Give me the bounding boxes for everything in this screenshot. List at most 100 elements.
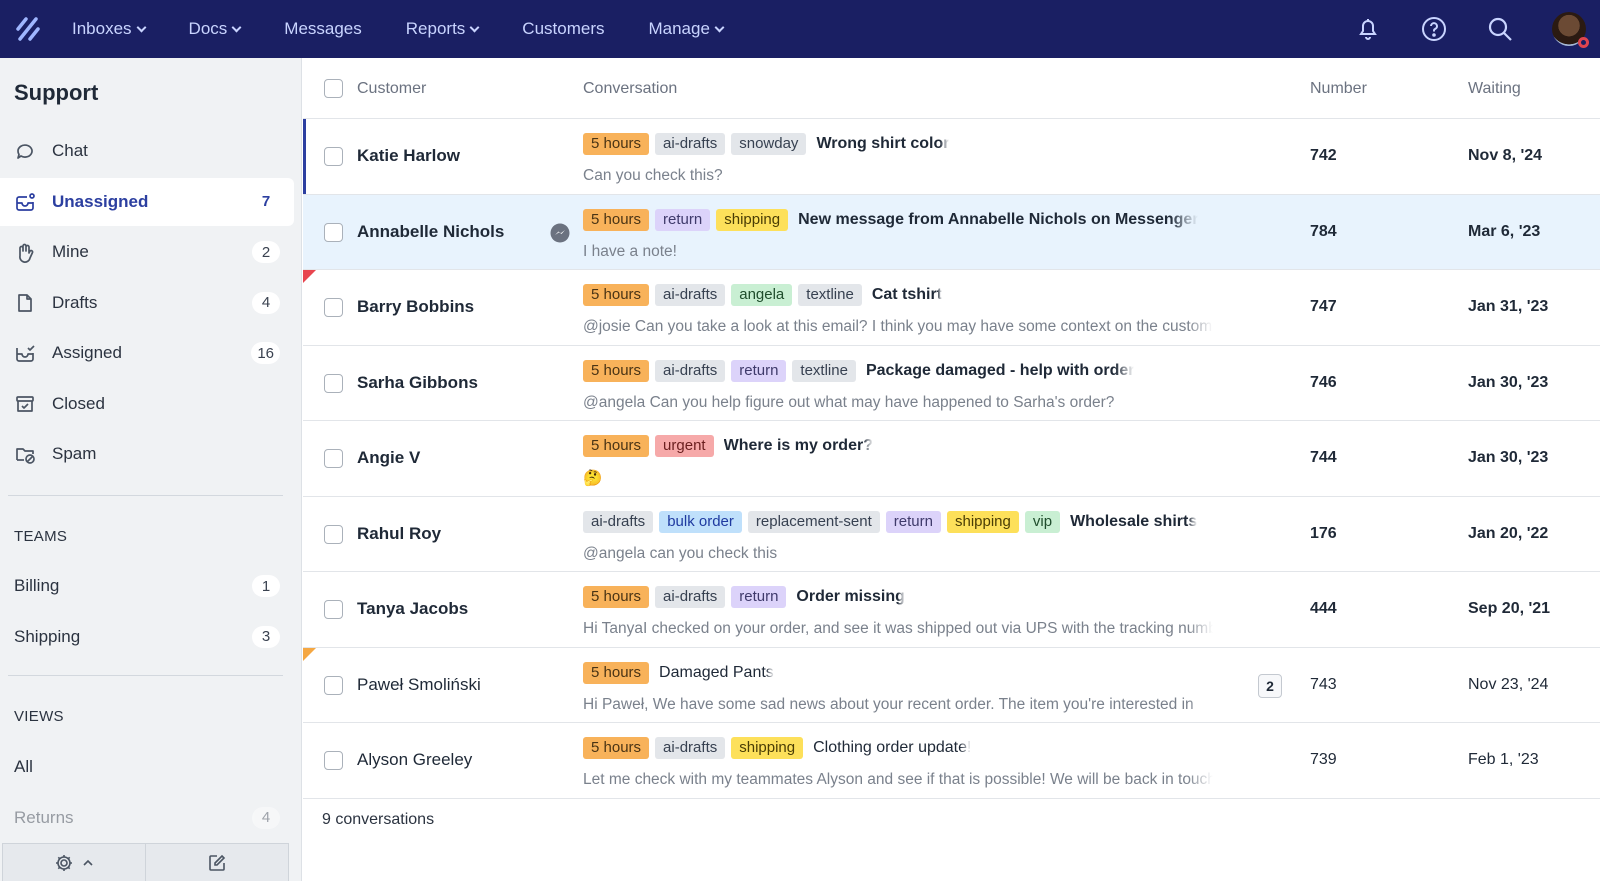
search-icon[interactable]	[1486, 15, 1514, 43]
sidebar-item-shipping[interactable]: Shipping 3	[0, 613, 294, 661]
tag[interactable]: 5 hours	[583, 133, 650, 155]
top-nav: Inboxes Docs Messages Reports Customers Manag…	[0, 0, 1600, 58]
logo-icon[interactable]	[14, 15, 42, 43]
bell-icon[interactable]	[1354, 15, 1382, 43]
sidebar-item-count: 1	[252, 575, 280, 597]
sidebar-item-unassigned[interactable]: Unassigned 7	[0, 177, 294, 226]
conversation-preview: @angela Can you help figure out what may…	[583, 393, 1115, 411]
row-checkbox[interactable]	[324, 147, 343, 166]
customer-name: Sarha Gibbons	[357, 372, 478, 392]
tag[interactable]: textline	[792, 359, 856, 382]
mailbox-title: Support	[14, 80, 99, 105]
tag[interactable]: 5 hours	[583, 586, 650, 608]
tag[interactable]: ai-drafts	[655, 737, 726, 759]
sidebar-item-mine[interactable]: Mine 2	[0, 228, 294, 276]
row-checkbox[interactable]	[324, 449, 343, 468]
table-row[interactable]: Angie V 5 hours urgent Where is my order? 🤔 7…	[303, 421, 1600, 497]
tag[interactable]: 5 hours	[583, 435, 650, 457]
column-conversation[interactable]: Conversation	[583, 80, 678, 97]
row-checkbox[interactable]	[324, 373, 343, 393]
sidebar-item-closed[interactable]: Closed	[0, 380, 294, 428]
thread-count-badge: 2	[1258, 673, 1282, 698]
tag[interactable]: shipping	[946, 510, 1019, 533]
nav-customers[interactable]: Customers	[522, 19, 604, 39]
tag[interactable]: shipping	[716, 208, 789, 231]
tag[interactable]: 5 hours	[583, 359, 650, 382]
spam-icon	[16, 448, 35, 464]
row-checkbox[interactable]	[324, 600, 343, 619]
column-waiting[interactable]: Waiting	[1468, 80, 1521, 97]
tag[interactable]: urgent	[655, 435, 714, 457]
tag[interactable]: vip	[1024, 510, 1061, 533]
tag[interactable]: return	[885, 510, 941, 533]
tag[interactable]: textline	[798, 284, 862, 306]
nav-manage[interactable]: Manage	[648, 19, 725, 39]
sidebar-item-returns[interactable]: Returns 4	[0, 794, 294, 842]
tag[interactable]: bulk order	[659, 510, 742, 533]
conversation-preview: 🤔	[583, 470, 603, 487]
row-checkbox[interactable]	[324, 675, 343, 695]
nav-reports[interactable]: Reports	[406, 19, 480, 39]
conversation-number: 784	[1310, 222, 1337, 240]
tag[interactable]: return	[731, 586, 787, 608]
table-row[interactable]: Annabelle Nichols 5 hours return shipping Ne…	[303, 194, 1600, 270]
tag[interactable]: 5 hours	[583, 737, 650, 759]
table-row[interactable]: Rahul Roy ai-drafts bulk order replacement-…	[303, 497, 1600, 572]
sidebar-item-label: Assigned	[52, 343, 122, 362]
conversation-number: 444	[1310, 600, 1337, 617]
settings-button[interactable]	[3, 844, 145, 881]
conversation-preview: Hi Paweł, We have some sad news about yo…	[583, 695, 1194, 713]
sidebar-item-assigned[interactable]: Assigned 16	[0, 329, 294, 377]
conversation-subject: Package damaged - help with order	[865, 361, 1135, 379]
waiting-since: Sep 20, '21	[1468, 600, 1551, 617]
sidebar-item-count: 4	[252, 291, 280, 314]
tag[interactable]: ai-drafts	[655, 359, 726, 382]
sidebar-item-billing[interactable]: Billing 1	[0, 562, 294, 610]
conversation-preview: I have a note!	[583, 242, 677, 260]
tag[interactable]: ai-drafts	[655, 133, 726, 155]
chevron-down-icon	[469, 22, 480, 32]
tag[interactable]: return	[655, 208, 711, 231]
tag[interactable]: shipping	[731, 737, 804, 759]
tag[interactable]: return	[731, 359, 787, 382]
waiting-since: Nov 8, '24	[1468, 147, 1543, 164]
nav-label: Messages	[284, 19, 362, 38]
nav-docs[interactable]: Docs	[189, 19, 242, 39]
tag[interactable]: angela	[731, 284, 793, 306]
tag[interactable]: 5 hours	[583, 208, 650, 231]
tag-line: ai-drafts bulk order replacement-sent retur…	[583, 510, 1513, 533]
nav-messages[interactable]: Messages	[284, 19, 361, 39]
tag[interactable]: ai-drafts	[583, 510, 654, 533]
sidebar-item-drafts[interactable]: Drafts 4	[0, 279, 294, 327]
table-row[interactable]: Tanya Jacobs 5 hours ai-drafts return Order …	[303, 572, 1600, 648]
column-number[interactable]: Number	[1310, 80, 1367, 97]
conversation-number: 744	[1310, 449, 1337, 466]
row-checkbox[interactable]	[324, 298, 343, 317]
tag[interactable]: ai-drafts	[655, 586, 726, 608]
table-row[interactable]: Paweł Smoliński 5 hours Damaged Pants Hi Pa…	[303, 647, 1600, 723]
column-customer[interactable]: Customer	[357, 80, 427, 97]
table-row[interactable]: Katie Harlow 5 hours ai-drafts snowday Wrong…	[303, 119, 1600, 195]
avatar[interactable]	[1552, 12, 1589, 48]
tag[interactable]: 5 hours	[583, 661, 650, 684]
tag[interactable]: snowday	[731, 133, 807, 155]
select-all-checkbox[interactable]	[324, 79, 343, 98]
conversation-subject: Cat tshirt	[871, 286, 943, 303]
compose-button[interactable]	[145, 844, 288, 881]
row-checkbox[interactable]	[324, 524, 343, 544]
sidebar-item-all[interactable]: All	[0, 743, 294, 791]
table-row[interactable]: Barry Bobbins 5 hours ai-drafts angela textl…	[303, 270, 1600, 346]
sidebar-item-chat[interactable]: Chat	[0, 127, 294, 175]
tag[interactable]: 5 hours	[583, 284, 650, 306]
tag[interactable]: replacement-sent	[747, 510, 880, 533]
nav-inboxes[interactable]: Inboxes	[72, 19, 146, 39]
sidebar-item-spam[interactable]: Spam	[0, 430, 294, 478]
row-checkbox[interactable]	[324, 751, 343, 770]
row-checkbox[interactable]	[324, 222, 343, 242]
table-row[interactable]: Alyson Greeley 5 hours ai-drafts shipping Cl…	[303, 723, 1600, 799]
sidebar-item-count: 2	[252, 241, 280, 263]
tag[interactable]: ai-drafts	[655, 284, 726, 306]
help-icon[interactable]	[1420, 15, 1448, 43]
table-row[interactable]: Sarha Gibbons 5 hours ai-drafts return textl…	[303, 346, 1600, 421]
conversation-number: 747	[1310, 298, 1337, 315]
